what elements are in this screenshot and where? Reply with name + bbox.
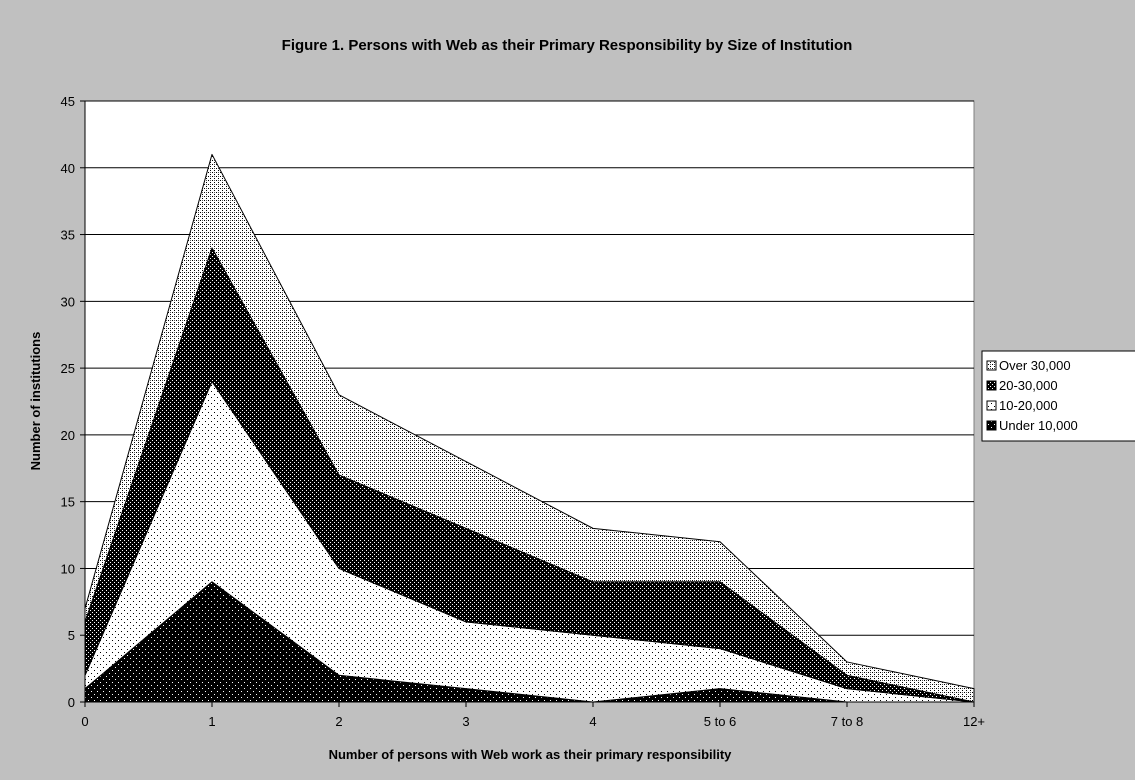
x-tick-label: 7 to 8 <box>831 714 864 729</box>
legend-label-20-30-000: 20-30,000 <box>999 378 1058 393</box>
x-tick-label: 0 <box>81 714 88 729</box>
legend-label-10-20-000: 10-20,000 <box>999 398 1058 413</box>
x-tick-label: 2 <box>335 714 342 729</box>
y-tick-label: 5 <box>68 628 75 643</box>
y-tick-label: 10 <box>61 561 75 576</box>
y-tick-label: 15 <box>61 495 75 510</box>
y-tick-label: 40 <box>61 161 75 176</box>
y-axis: 0 5 10 15 20 25 30 35 40 45 <box>61 94 86 710</box>
y-tick-label: 45 <box>61 94 75 109</box>
legend-box <box>981 350 1135 442</box>
legend-label-under-10-000: Under 10,000 <box>999 418 1078 433</box>
y-tick-label: 30 <box>61 294 75 309</box>
legend-swatch-20-30-000 <box>986 380 997 391</box>
x-tick-label: 5 to 6 <box>704 714 737 729</box>
y-tick-label: 25 <box>61 361 75 376</box>
y-tick-label: 0 <box>68 695 75 710</box>
legend: Over 30,000 20-30,000 10-20,000 Under 10,00… <box>981 350 1135 442</box>
x-tick-label: 12+ <box>963 714 985 729</box>
x-tick-label: 3 <box>462 714 469 729</box>
legend-swatch-over-30-000 <box>986 360 997 371</box>
chart-title: Figure 1. Persons with Web as their Prim… <box>282 37 853 54</box>
x-axis-label: Number of persons with Web work as their… <box>329 747 733 762</box>
y-tick-label: 35 <box>61 228 75 243</box>
x-axis: 0 1 2 3 4 5 to 6 7 to 8 12+ <box>81 701 985 729</box>
x-tick-label: 4 <box>589 714 596 729</box>
legend-swatch-under-10-000 <box>986 420 997 431</box>
legend-swatch-10-20-000 <box>986 400 997 411</box>
y-axis-label: Number of institutions <box>28 332 43 471</box>
legend-label-over-30-000: Over 30,000 <box>999 358 1071 373</box>
x-tick-label: 1 <box>208 714 215 729</box>
y-tick-label: 20 <box>61 428 75 443</box>
